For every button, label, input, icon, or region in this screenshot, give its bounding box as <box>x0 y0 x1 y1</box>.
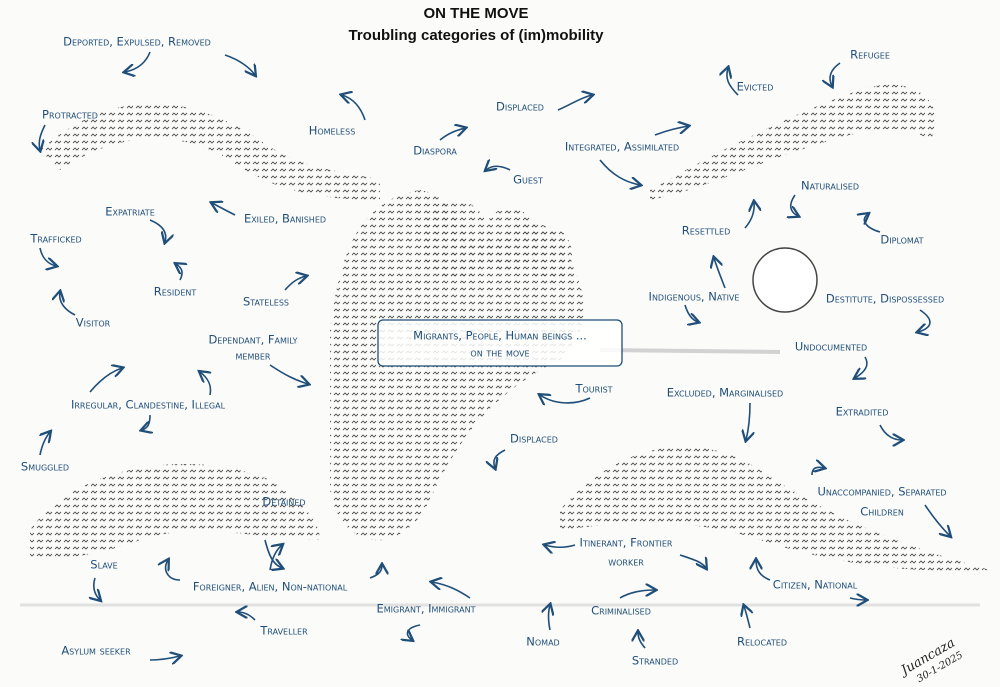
category-label: member <box>236 349 271 363</box>
category-label: Itinerant, Frontier <box>580 536 673 550</box>
category-label: Displaced <box>510 432 558 446</box>
category-label: Resettled <box>682 224 730 238</box>
subtitle: Troubling categories of (im)mobility <box>348 27 604 44</box>
category-label: Irregular, Clandestine, Illegal <box>71 398 226 412</box>
category-label: Citizen, National <box>773 578 858 592</box>
category-label: Unaccompanied, Separated <box>817 485 946 499</box>
category-label: Naturalised <box>801 179 859 193</box>
category-label: Nomad <box>526 635 559 649</box>
category-label: Homeless <box>309 124 356 138</box>
category-label: Tourist <box>574 382 612 396</box>
category-label: Trafficked <box>29 232 81 246</box>
category-label: Slave <box>90 558 117 572</box>
category-label: Stateless <box>243 295 289 309</box>
category-label: Integrated, Assimilated <box>565 140 679 154</box>
category-label: Extradited <box>836 405 889 419</box>
category-label: Emigrant, Immigrant <box>377 602 476 616</box>
category-label: Expatriate <box>105 205 155 219</box>
category-label: Children <box>860 505 904 519</box>
category-label: Traveller <box>259 624 308 638</box>
arrows <box>39 51 950 660</box>
category-label: Protracted <box>42 108 98 122</box>
category-label: Dependant, Family <box>208 333 297 347</box>
category-label: Deported, Expulsed, Removed <box>63 35 211 49</box>
category-label: Excluded, Marginalised <box>667 386 783 400</box>
category-label: Visitor <box>76 316 111 330</box>
category-label: Stranded <box>632 654 678 668</box>
category-label: Displaced <box>496 100 544 114</box>
category-label: worker <box>608 555 644 569</box>
category-label: Diplomat <box>880 233 923 247</box>
category-label: Evicted <box>737 80 774 94</box>
category-label: Resident <box>154 285 197 299</box>
category-label: Destitute, Dispossessed <box>826 292 944 306</box>
category-label: Smuggled <box>21 460 69 474</box>
sun <box>752 247 818 313</box>
category-label: Criminalised <box>591 604 651 618</box>
category-label: Refugee <box>850 48 890 62</box>
category-label: Undocumented <box>795 340 867 354</box>
category-label: Diaspora <box>413 144 457 158</box>
category-label: Indigenous, Native <box>649 290 740 304</box>
category-label: Exiled, Banished <box>244 212 326 226</box>
category-label: Asylum seeker <box>61 644 131 658</box>
center-box <box>377 319 623 367</box>
category-label: Guest <box>513 173 543 187</box>
category-label: Relocated <box>737 635 787 649</box>
center-label: Migrants, People, Human beings ... <box>413 329 587 343</box>
center-label: on the move <box>470 346 529 360</box>
category-label: Detained <box>262 495 305 509</box>
category-label: Foreigner, Alien, Non-national <box>193 580 348 594</box>
title: ON THE MOVE <box>423 5 528 22</box>
